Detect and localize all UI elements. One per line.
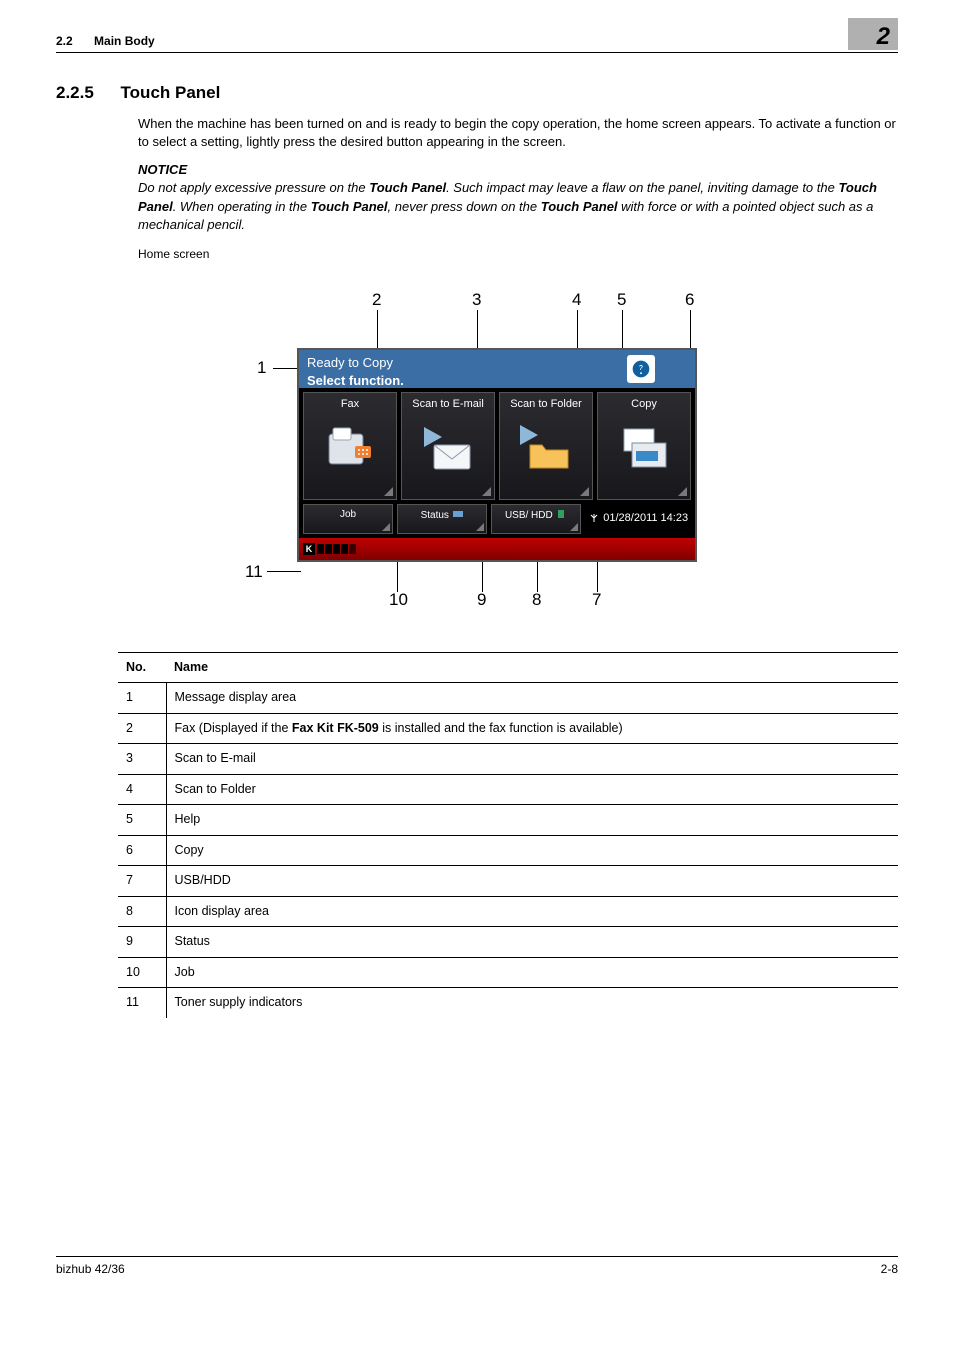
footer-left: bizhub 42/36 [56,1261,125,1278]
job-label: Job [340,509,356,520]
notice-text: . When operating in the [173,199,311,214]
table-row: 8Icon display area [118,896,898,927]
page-header: 2.2 Main Body 2 [56,18,898,53]
callout-10: 10 [389,588,408,612]
copy-tile[interactable]: Copy [597,392,691,500]
usb-icon [556,508,568,520]
footer-right: 2-8 [881,1261,898,1278]
section-heading: 2.2.5 Touch Panel [56,81,898,105]
copy-icon [598,418,690,478]
table-row: 1Message display area [118,683,898,714]
section-number: 2.2.5 [56,83,94,102]
touch-panel-figure: 2 3 4 5 6 1 11 Ready to Copy Select func… [257,288,697,612]
callout-8: 8 [532,588,541,612]
callout-4: 4 [572,288,581,312]
printer-icon [452,508,464,520]
scan-to-folder-tile[interactable]: Scan to Folder [499,392,593,500]
callout-7: 7 [592,588,601,612]
notice-bold: Touch Panel [369,180,446,195]
header-section-title: Main Body [94,34,155,48]
touch-screen: Ready to Copy Select function. Fax [297,348,697,562]
callout-6: 6 [685,288,694,312]
status-tile[interactable]: Status [397,504,487,534]
header-left: 2.2 Main Body [56,33,155,50]
datetime-area: 01/28/2011 14:23 [585,504,691,534]
callout-11: 11 [245,560,263,584]
help-button[interactable] [627,355,655,383]
th-name: Name [166,652,898,683]
fax-tile[interactable]: Fax [303,392,397,500]
table-row: 11Toner supply indicators [118,988,898,1018]
section-title: Touch Panel [121,83,221,102]
intro-paragraph: When the machine has been turned on and … [138,115,898,151]
notice-body: Do not apply excessive pressure on the T… [138,179,898,234]
table-row: 7USB/HDD [118,866,898,897]
table-row: 2Fax (Displayed if the Fax Kit FK-509 is… [118,713,898,744]
callouts-top: 2 3 4 5 6 [257,288,697,348]
email-label: Scan to E-mail [412,398,484,410]
callout-2: 2 [372,288,381,312]
usb-hdd-tile[interactable]: USB/ HDD [491,504,581,534]
callout-3: 3 [472,288,481,312]
table-row: 4Scan to Folder [118,774,898,805]
callout-1-num: 1 [257,358,266,377]
callouts-bottom: 10 9 8 7 [297,562,697,612]
notice-heading: NOTICE [138,161,898,179]
help-icon [631,359,651,379]
notice-text: . Such impact may leave a flaw on the pa… [446,180,838,195]
table-row: 5Help [118,805,898,836]
scan-to-email-tile[interactable]: Scan to E-mail [401,392,495,500]
parts-table: No. Name 1Message display area 2Fax (Dis… [118,652,898,1018]
datetime-text: 01/28/2011 14:23 [603,512,688,524]
email-icon [402,418,494,478]
table-row: 9Status [118,927,898,958]
chapter-badge: 2 [848,18,898,50]
folder-label: Scan to Folder [510,398,582,410]
copy-label: Copy [631,398,657,410]
notice-text: Do not apply excessive pressure on the [138,180,369,195]
fax-icon [304,418,396,478]
table-row: 3Scan to E-mail [118,744,898,775]
th-no: No. [118,652,166,683]
notice-bold: Touch Panel [541,199,618,214]
toner-bar [317,544,356,554]
table-row: 6Copy [118,835,898,866]
callout-11-num: 11 [245,562,263,581]
folder-icon [500,418,592,478]
usb-label: USB/ HDD [505,510,553,521]
page-footer: bizhub 42/36 2-8 [56,1256,898,1278]
callout-1: 1 [257,356,266,380]
callout-9: 9 [477,588,486,612]
fax-label: Fax [341,398,359,410]
job-tile[interactable]: Job [303,504,393,534]
notice-bold: Touch Panel [311,199,388,214]
notice-text: , never press down on the [388,199,541,214]
callout-5: 5 [617,288,626,312]
status-label: Status [421,510,449,521]
toner-indicator-row: K [299,538,695,560]
header-section-no: 2.2 [56,34,73,48]
figure-label: Home screen [138,246,898,263]
toner-k-icon: K [303,543,315,555]
antenna-icon [588,511,600,523]
table-row: 10Job [118,957,898,988]
